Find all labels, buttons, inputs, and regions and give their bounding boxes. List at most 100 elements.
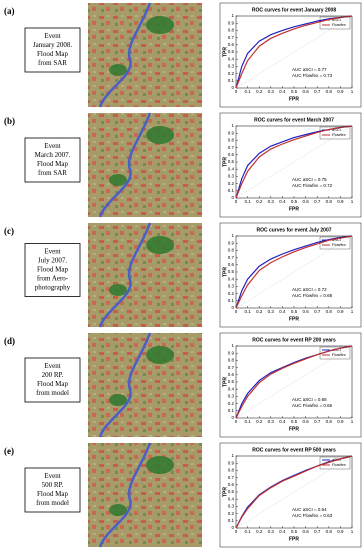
event-text: March 2007.: [35, 151, 71, 159]
map-image: [88, 443, 202, 547]
x-tick-label: 0.2: [256, 529, 263, 534]
event-box: [24, 243, 81, 297]
y-tick-label: 0.7: [228, 475, 235, 480]
chart-title: ROC curves for event RP 500 years: [252, 447, 336, 453]
x-tick-label: 0.1: [244, 419, 251, 424]
y-tick-label: 0.2: [228, 511, 235, 516]
x-tick-label: 1: [351, 199, 354, 204]
x-tick-label: 0.2: [256, 419, 263, 424]
roc-curve: [235, 125, 353, 199]
y-tick-label: 0.6: [228, 262, 235, 267]
y-tick-label: 1: [231, 123, 234, 128]
x-tick-label: 0.9: [337, 529, 344, 534]
event-text: Event: [44, 142, 60, 150]
y-tick-label: 0.9: [228, 20, 235, 25]
x-tick-label: 0.9: [337, 419, 344, 424]
x-tick-label: 0.5: [291, 529, 298, 534]
forest-patches: [109, 16, 174, 516]
annotation: AUC Flowfex = 0.66: [292, 403, 333, 408]
event-box: [24, 467, 81, 513]
x-tick-label: 0.6: [302, 529, 309, 534]
roc-curve: [235, 235, 353, 309]
panel-label: (b): [4, 116, 15, 126]
diagonal-reference: [235, 455, 353, 529]
x-tick-label: 0.3: [268, 199, 275, 204]
legend-label: Flowfex: [332, 462, 346, 467]
x-tick-label: 0.4: [279, 89, 286, 94]
y-tick-label: 0.2: [228, 181, 235, 186]
panel-label: (a): [4, 6, 15, 16]
x-tick-label: 0.5: [291, 309, 298, 314]
y-tick-label: 0.1: [228, 518, 235, 523]
roc-curve: [235, 15, 353, 89]
legend-box: [319, 456, 351, 470]
y-tick-label: 0.2: [228, 71, 235, 76]
y-axis-label: TPR: [222, 157, 228, 167]
x-tick-label: 0.4: [279, 419, 286, 424]
event-box: [24, 137, 81, 183]
y-tick-label: 0.9: [228, 460, 235, 465]
x-axis-label: FPR: [289, 316, 299, 322]
event-text: Event: [44, 32, 60, 40]
x-tick-label: 1: [351, 529, 354, 534]
x-tick-label: 0.7: [314, 89, 321, 94]
chart-title: ROC curves for event RP 200 years: [252, 337, 336, 343]
y-tick-label: 1: [231, 343, 234, 348]
x-tick-label: 0.7: [314, 419, 321, 424]
event-text: Flood Map: [37, 266, 68, 274]
y-tick-label: 0.3: [228, 64, 235, 69]
annotation: AUC Flowfex = 0.73: [292, 73, 333, 78]
y-tick-label: 0.9: [228, 130, 235, 135]
annotation: AUC Flowfex = 0.63: [292, 513, 333, 518]
x-tick-label: 0: [235, 309, 238, 314]
x-tick-label: 1: [351, 309, 354, 314]
y-axis-label: TPR: [222, 267, 228, 277]
chart-title: ROC curves for event March 2007: [254, 117, 334, 123]
chart-title: ROC curves for event January 2008: [252, 7, 336, 13]
y-tick-label: 0.8: [228, 248, 235, 253]
y-tick-label: 0.5: [228, 379, 235, 384]
y-tick-label: 0.8: [228, 358, 235, 363]
x-tick-label: 0.8: [326, 309, 333, 314]
y-tick-label: 0.2: [228, 291, 235, 296]
y-tick-label: 0.7: [228, 365, 235, 370]
y-tick-label: 0.2: [228, 401, 235, 406]
y-axis-label: TPR: [222, 47, 228, 57]
event-box: [24, 357, 81, 403]
panel-label: (d): [4, 336, 15, 346]
map-images: [88, 2, 202, 548]
y-tick-label: 0.5: [228, 269, 235, 274]
legend-box: [319, 346, 351, 360]
x-axis-label: FPR: [289, 426, 299, 432]
x-tick-label: 0.6: [302, 89, 309, 94]
x-tick-label: 0.7: [314, 199, 321, 204]
y-tick-label: 0.6: [228, 42, 235, 47]
event-text: from model: [36, 499, 69, 507]
y-axis-label: TPR: [222, 487, 228, 497]
panel-label: (c): [4, 226, 14, 236]
event-text: Event: [44, 472, 60, 480]
x-tick-label: 0.9: [337, 199, 344, 204]
y-tick-label: 0.5: [228, 49, 235, 54]
y-tick-label: 0.8: [228, 28, 235, 33]
annotation: AUC aSCI = 0.68: [292, 397, 327, 402]
diagonal-reference: [235, 125, 353, 199]
annotation: AUC aSCI = 0.64: [292, 507, 327, 512]
y-tick-label: 0.3: [228, 174, 235, 179]
legend-label: Flowfex: [332, 22, 346, 27]
chart-frame: [219, 2, 362, 108]
roc-curve: [235, 345, 353, 419]
map-image: [88, 3, 202, 107]
x-tick-label: 0.1: [244, 199, 251, 204]
x-tick-label: 0.9: [337, 89, 344, 94]
event-text: Event: [44, 362, 60, 370]
x-tick-label: 0.8: [326, 199, 333, 204]
x-tick-label: 0.7: [314, 309, 321, 314]
chart-frame: [219, 332, 362, 438]
x-tick-label: 0.7: [314, 529, 321, 534]
x-tick-label: 0.1: [244, 309, 251, 314]
x-tick-label: 0: [235, 419, 238, 424]
chart-title: ROC curves for event July 2007: [256, 227, 331, 233]
diagonal-reference: [235, 345, 353, 419]
